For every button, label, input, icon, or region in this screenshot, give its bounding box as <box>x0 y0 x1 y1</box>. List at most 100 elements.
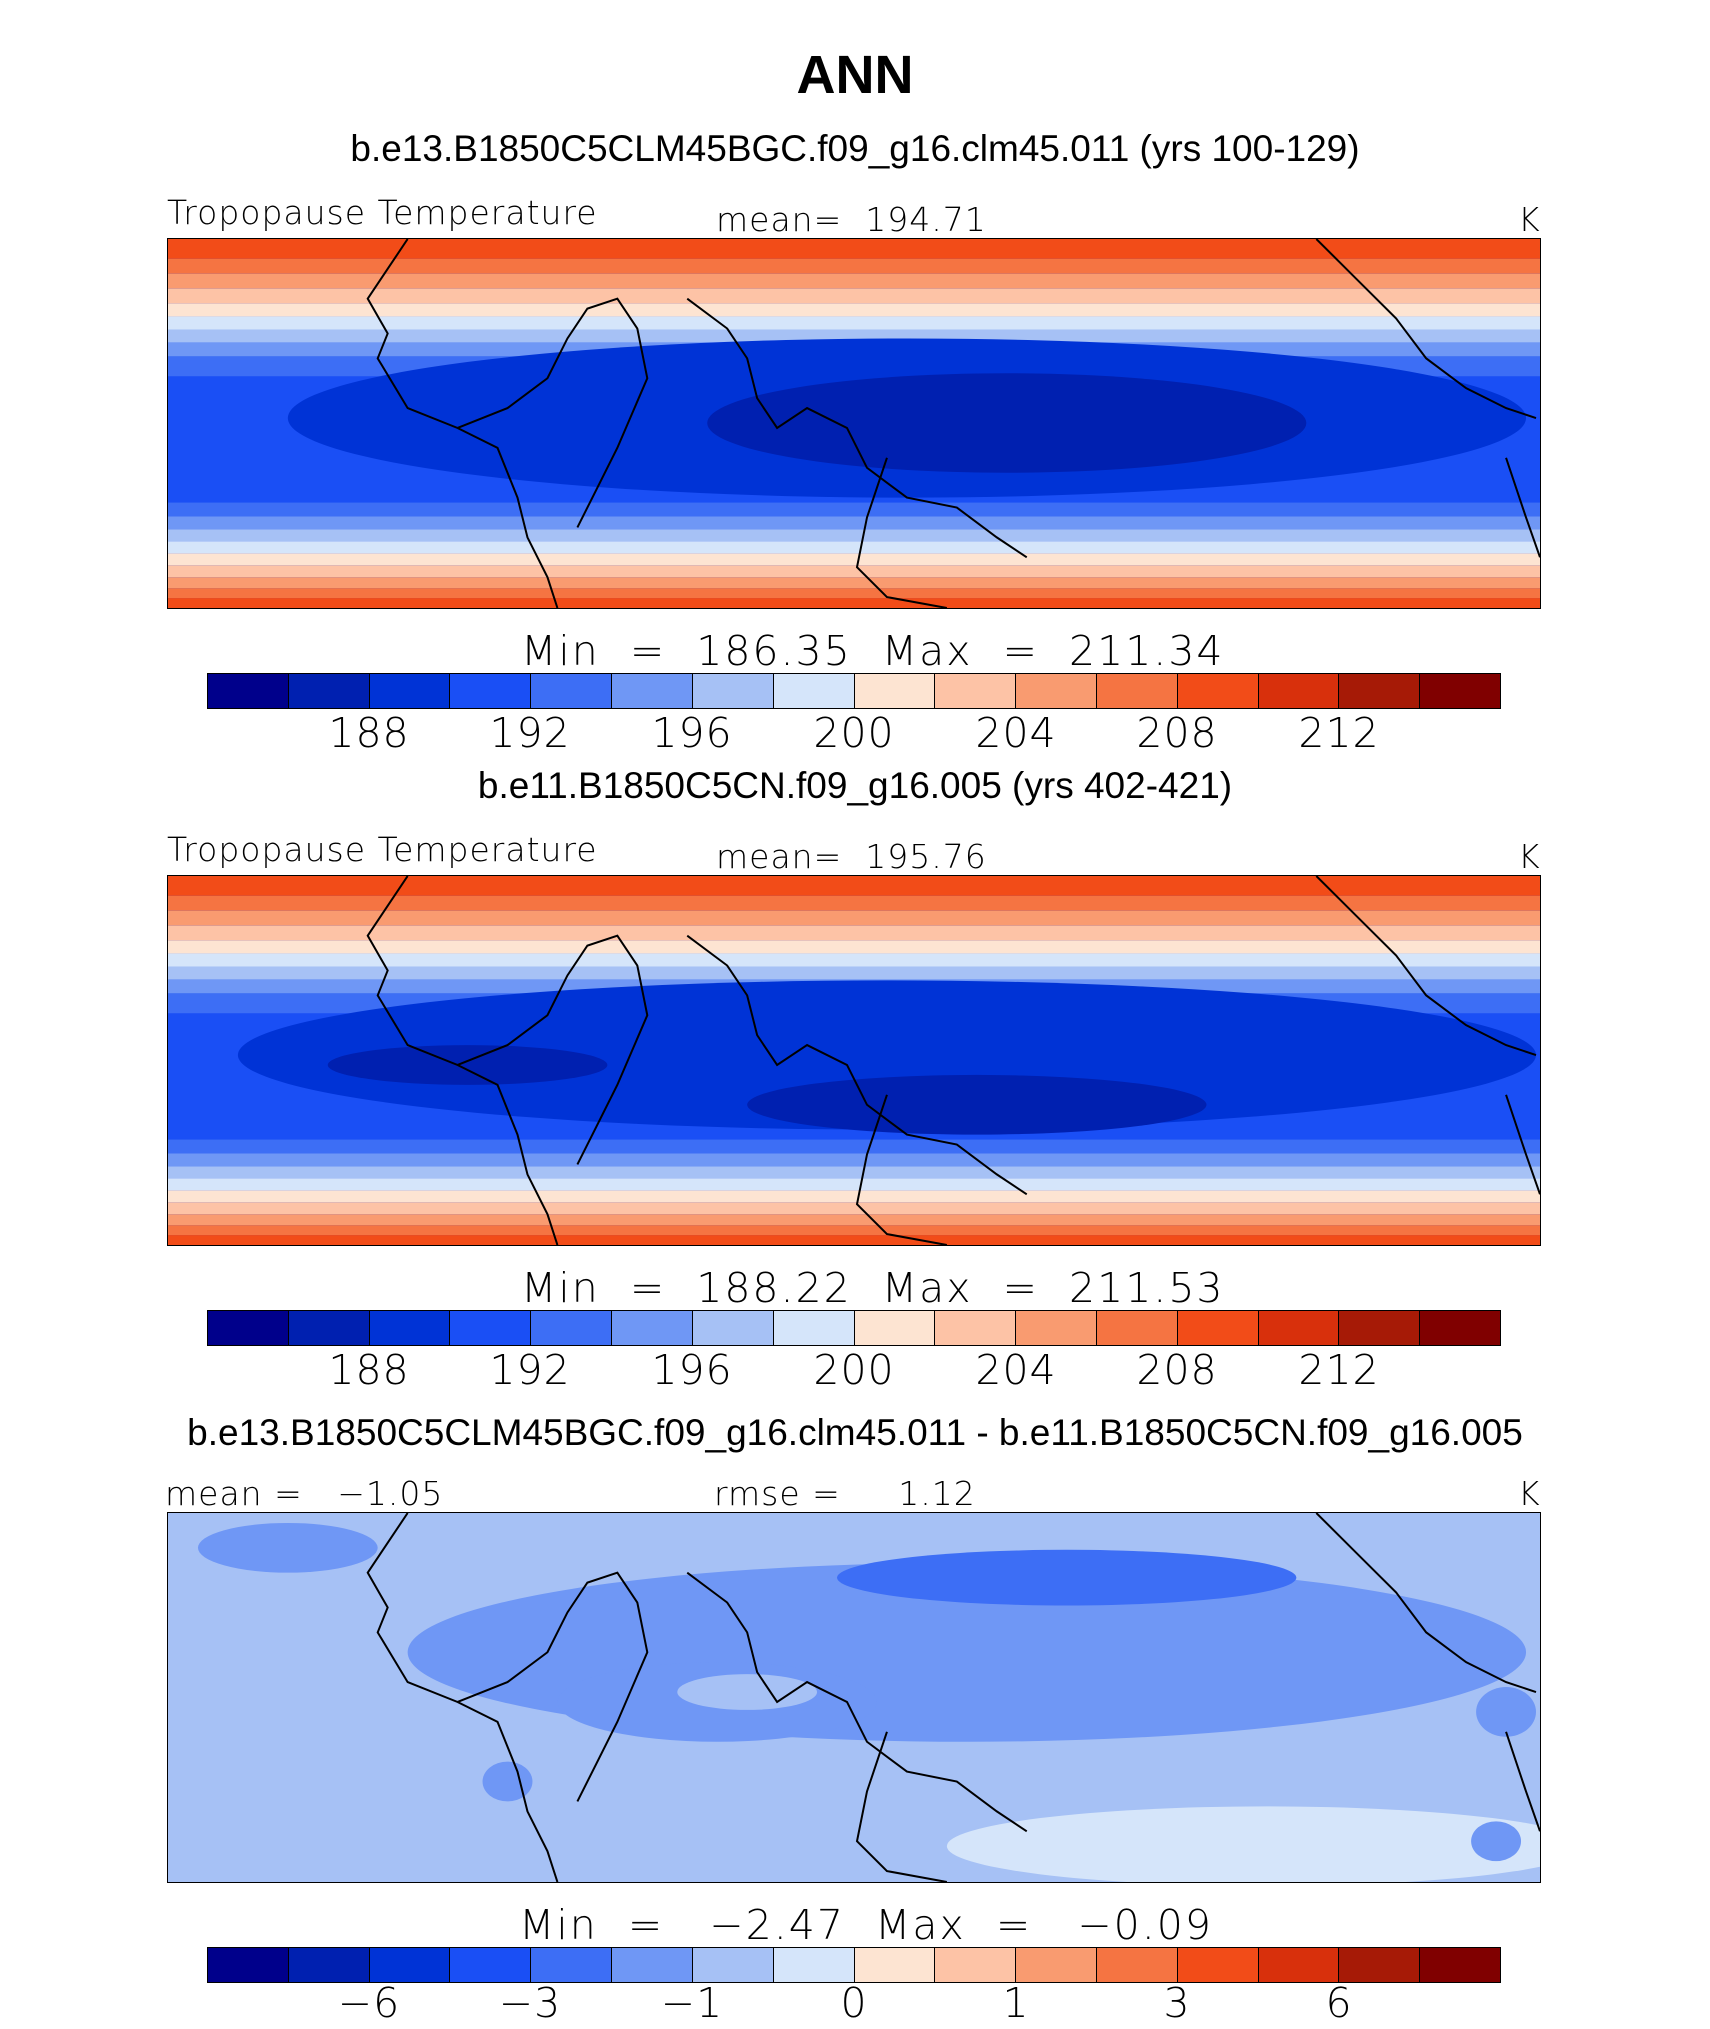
colorbar-swatch <box>208 1311 289 1345</box>
colorbar-swatch <box>612 1948 693 1982</box>
min-max-label: Min = 186.35 Max = 211.34 <box>521 627 1225 675</box>
variable-label: Tropopause Temperature <box>167 830 598 869</box>
colorbar-swatch <box>1016 674 1097 708</box>
colorbar-swatch <box>935 674 1017 708</box>
colorbar-swatch <box>531 1311 613 1345</box>
colorbar-tick: −3 <box>498 1979 562 2027</box>
colorbar-swatch <box>1339 1948 1421 1982</box>
panel-title: b.e11.B1850C5CN.f09_g16.005 (yrs 402-421… <box>477 765 1233 806</box>
contour-map <box>168 239 1540 608</box>
mean-label: mean = −1.05 <box>165 1474 444 1513</box>
colorbar-swatch <box>854 674 936 708</box>
colorbar-tick: 212 <box>1298 1346 1380 1394</box>
min-value: −2.47 <box>709 1901 845 1949</box>
colorbar-tick: 204 <box>975 1346 1057 1394</box>
colorbar-tick: 200 <box>813 1346 895 1394</box>
units-label: K <box>1518 1474 1541 1513</box>
min-label: Min <box>521 1264 600 1312</box>
map-plot <box>167 875 1541 1246</box>
colorbar-ticks: 188 192 196 200 204 208 212 <box>0 1346 1710 1396</box>
mean-label: mean= 194.71 <box>716 200 987 239</box>
colorbar-tick: 208 <box>1136 1346 1218 1394</box>
mean-label: mean= 195.76 <box>716 837 987 876</box>
rmse-label: rmse = 1.12 <box>714 1474 976 1513</box>
colorbar-tick: 3 <box>1163 1979 1191 2027</box>
units-label: K <box>1518 200 1541 239</box>
colorbar-swatch <box>1420 674 1500 708</box>
max-value: 211.53 <box>1069 1264 1225 1312</box>
colorbar-swatch <box>288 1311 370 1345</box>
max-value: −0.09 <box>1077 1901 1213 1949</box>
panel-title: b.e13.B1850C5CLM45BGC.f09_g16.clm45.011 … <box>187 1412 1523 1453</box>
colorbar-swatch <box>1016 1311 1097 1345</box>
colorbar-tick: 196 <box>651 1346 733 1394</box>
colorbar-swatch <box>854 1948 936 1982</box>
colorbar-swatch <box>935 1948 1017 1982</box>
colorbar-swatch <box>531 1948 613 1982</box>
colorbar-swatch <box>1420 1311 1500 1345</box>
units-label: K <box>1518 837 1541 876</box>
min-value: 186.35 <box>696 627 852 675</box>
colorbar-swatch <box>1258 1948 1340 1982</box>
colorbar-swatch <box>854 1311 936 1345</box>
colorbar-swatch <box>288 1948 370 1982</box>
colorbar-swatch <box>612 674 693 708</box>
colorbar-swatch <box>1016 1948 1097 1982</box>
min-value: 188.22 <box>696 1264 852 1312</box>
max-label: Max <box>881 627 973 675</box>
colorbar <box>207 673 1501 709</box>
colorbar-swatch <box>369 674 451 708</box>
colorbar-ticks: −6 −3 −1 0 1 3 6 <box>0 1979 1710 2029</box>
colorbar-tick: −1 <box>660 1979 724 2027</box>
colorbar-swatch <box>1258 1311 1340 1345</box>
colorbar-swatch <box>531 674 613 708</box>
max-label: Max <box>881 1264 973 1312</box>
colorbar-swatch <box>1339 1311 1421 1345</box>
colorbar-swatch <box>1339 674 1421 708</box>
figure-title: ANN <box>796 45 914 105</box>
colorbar-swatch <box>208 674 289 708</box>
colorbar-swatch <box>1258 674 1340 708</box>
colorbar-tick: 200 <box>813 709 895 757</box>
colorbar-tick: 188 <box>328 709 410 757</box>
colorbar-tick: 188 <box>328 1346 410 1394</box>
colorbar-tick: 208 <box>1136 709 1218 757</box>
min-max-label: Min = −2.47 Max = −0.09 <box>519 1901 1213 1949</box>
colorbar-tick: 192 <box>489 1346 571 1394</box>
colorbar-swatch <box>1096 1948 1178 1982</box>
colorbar-tick: 6 <box>1325 1979 1353 2027</box>
colorbar-swatch <box>208 1948 289 1982</box>
colorbar-swatch <box>692 1948 774 1982</box>
colorbar-swatch <box>773 674 855 708</box>
colorbar-swatch <box>935 1311 1017 1345</box>
map-plot <box>167 238 1541 609</box>
min-label: Min <box>521 627 600 675</box>
panel-title: b.e13.B1850C5CLM45BGC.f09_g16.clm45.011 … <box>350 128 1360 169</box>
colorbar-swatch <box>692 1311 774 1345</box>
colorbar-swatch <box>450 1948 532 1982</box>
map-plot <box>167 1512 1541 1883</box>
colorbar-swatch <box>1096 1311 1178 1345</box>
colorbar-ticks: 188 192 196 200 204 208 212 <box>0 709 1710 759</box>
min-label: Min <box>519 1901 598 1949</box>
colorbar-swatch <box>1177 1948 1259 1982</box>
colorbar-swatch <box>612 1311 693 1345</box>
colorbar <box>207 1947 1501 1983</box>
colorbar-swatch <box>692 674 774 708</box>
colorbar-swatch <box>369 1948 451 1982</box>
colorbar-tick: −6 <box>337 1979 401 2027</box>
colorbar-swatch <box>1096 674 1178 708</box>
colorbar-tick: 0 <box>840 1979 868 2027</box>
colorbar-swatch <box>1177 1311 1259 1345</box>
colorbar-tick: 204 <box>975 709 1057 757</box>
min-max-label: Min = 188.22 Max = 211.53 <box>521 1264 1225 1312</box>
colorbar <box>207 1310 1501 1346</box>
contour-map <box>168 876 1540 1245</box>
colorbar-swatch <box>288 674 370 708</box>
colorbar-swatch <box>450 1311 532 1345</box>
colorbar-swatch <box>1420 1948 1500 1982</box>
max-label: Max <box>875 1901 966 1949</box>
colorbar-tick: 192 <box>489 709 571 757</box>
colorbar-swatch <box>1177 674 1259 708</box>
colorbar-swatch <box>450 674 532 708</box>
